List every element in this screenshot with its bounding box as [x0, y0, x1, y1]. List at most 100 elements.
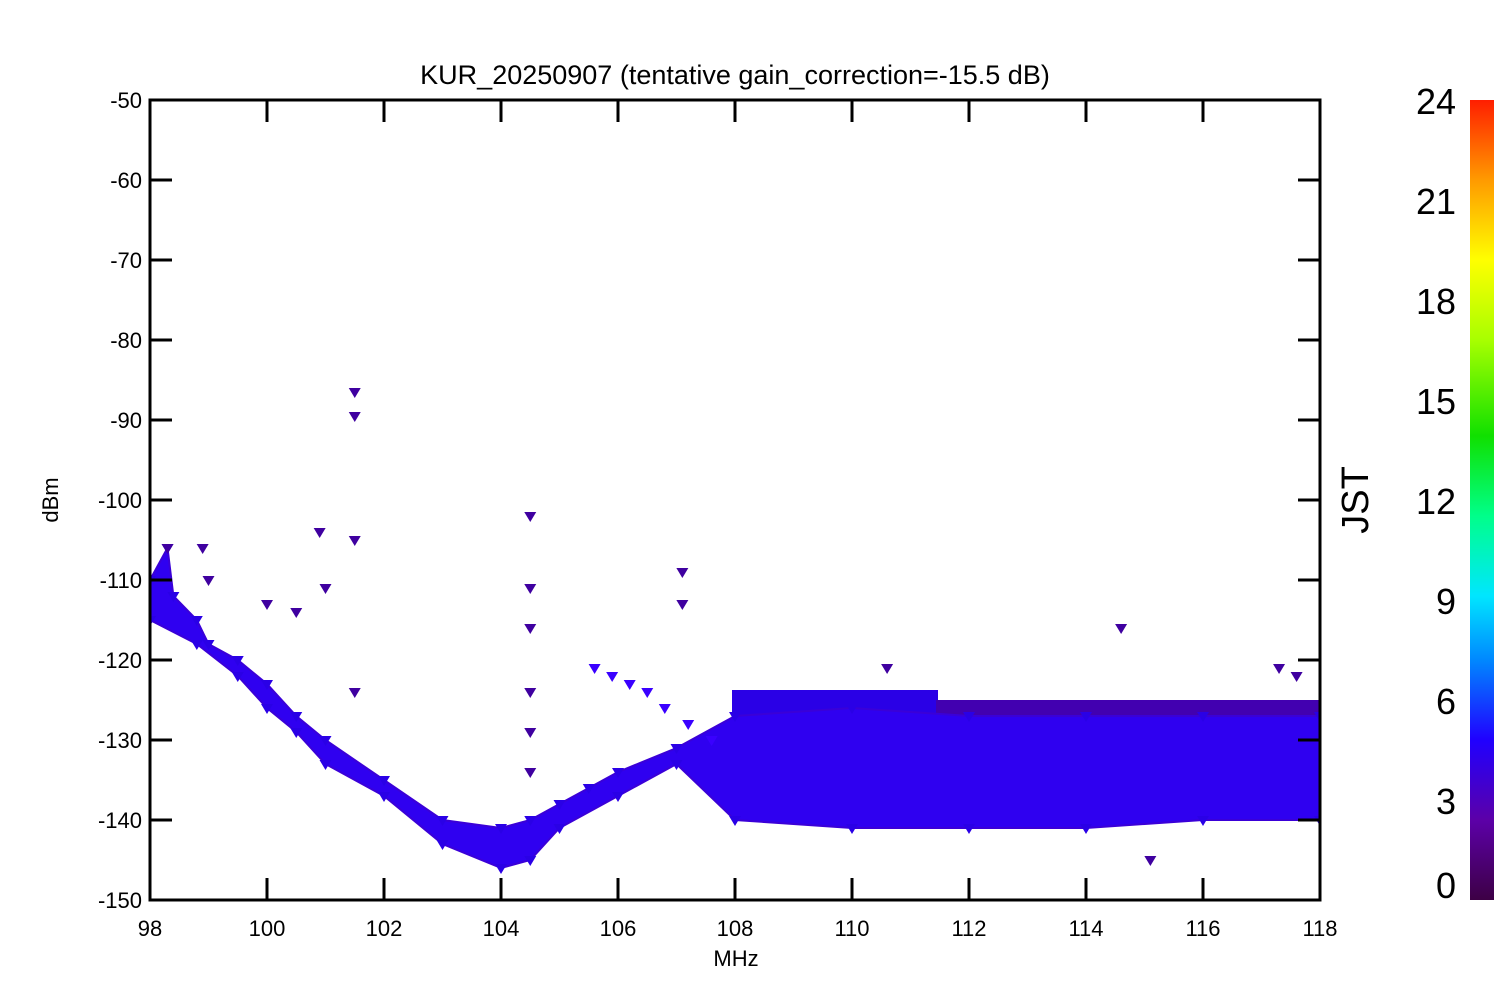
point-s3-5 — [682, 720, 695, 730]
y-tick-label-4: -90 — [110, 408, 142, 433]
x-axis-label: MHz — [713, 946, 758, 971]
point-s0-9 — [378, 776, 390, 786]
point-s0-15 — [612, 768, 624, 778]
point-s2-12 — [524, 584, 537, 594]
x-tick-label-0: 98 — [138, 916, 162, 941]
point-s0-17 — [729, 712, 741, 722]
chart-title: KUR_20250907 (tentative gain_correction=… — [420, 60, 1050, 90]
point-s0-12 — [524, 816, 537, 826]
x-tick-label-9: 116 — [1185, 916, 1220, 941]
point-s1-13 — [729, 816, 741, 826]
y-axis: -50 -60 -70 -80 -90 -100 -110 -120 -130 -140 -150 — [98, 88, 1320, 913]
point-s0-6 — [261, 680, 273, 690]
point-s0-13 — [553, 800, 566, 810]
point-s1-15 — [963, 824, 975, 834]
point-s0-8 — [319, 736, 332, 746]
point-s2-15 — [524, 728, 537, 738]
point-s1-12 — [670, 760, 683, 770]
point-s2-0 — [161, 544, 174, 554]
point-s0-21 — [1197, 712, 1209, 722]
point-s0-14 — [582, 784, 595, 794]
x-tick-label-5: 108 — [717, 916, 754, 941]
x-tick-label-2: 102 — [366, 916, 403, 941]
x-tick-label-1: 100 — [249, 916, 286, 941]
point-s0-2 — [167, 592, 180, 602]
scatter-points — [150, 388, 1320, 874]
point-s3-2 — [623, 680, 636, 690]
y-tick-label-3: -80 — [110, 328, 142, 353]
colorbar-tick-label-2: 6 — [1436, 681, 1456, 722]
point-s0-16 — [670, 744, 683, 754]
point-s2-14 — [524, 688, 537, 698]
point-s0-10 — [436, 816, 449, 826]
point-s1-16 — [1080, 824, 1092, 834]
x-tick-label-7: 112 — [951, 916, 986, 941]
colorbar — [1470, 100, 1494, 900]
colorbar-label: JST — [1335, 466, 1377, 534]
point-s3-6 — [705, 736, 718, 746]
y-tick-label-0: -50 — [110, 88, 142, 113]
point-s2-5 — [313, 528, 326, 538]
point-s1-2 — [231, 672, 244, 682]
y-tick-label-1: -60 — [110, 168, 142, 193]
y-tick-label-10: -150 — [98, 888, 142, 913]
point-s2-8 — [348, 412, 361, 422]
x-tick-label-10: 118 — [1302, 916, 1337, 941]
point-s1-9 — [524, 856, 537, 866]
colorbar-ticks: 0 3 6 9 12 15 18 21 24 — [1416, 81, 1456, 906]
x-tick-label-4: 106 — [600, 916, 637, 941]
x-tick-label-8: 114 — [1068, 916, 1103, 941]
point-s0-18 — [846, 704, 858, 714]
colorbar-tick-label-6: 18 — [1416, 281, 1456, 322]
point-s0-19 — [963, 712, 975, 722]
y-tick-label-9: -140 — [98, 808, 142, 833]
point-s0-4 — [202, 640, 215, 650]
point-s0-5 — [231, 656, 244, 666]
y-tick-label-8: -130 — [98, 728, 142, 753]
point-s3-3 — [641, 688, 654, 698]
point-s1-11 — [612, 792, 624, 802]
point-s1-3 — [261, 704, 273, 714]
point-s0-20 — [1080, 712, 1092, 722]
colorbar-tick-label-4: 12 — [1416, 481, 1456, 522]
point-s1-6 — [378, 792, 390, 802]
point-s1-17 — [1197, 816, 1209, 826]
point-s2-1 — [196, 544, 209, 554]
point-s0-11 — [495, 824, 507, 834]
point-s1-5 — [319, 760, 332, 770]
point-s2-4 — [290, 608, 303, 618]
point-s2-13 — [524, 624, 537, 634]
point-s2-9 — [348, 536, 361, 546]
point-s1-7 — [436, 840, 449, 850]
y-tick-label-5: -100 — [98, 488, 142, 513]
point-s2-6 — [319, 584, 332, 594]
point-s2-21 — [1144, 856, 1157, 866]
point-s2-17 — [676, 568, 689, 578]
point-s2-10 — [348, 688, 361, 698]
point-s1-1 — [190, 640, 203, 650]
point-s2-23 — [1290, 672, 1303, 682]
colorbar-tick-label-1: 3 — [1436, 781, 1456, 822]
y-tick-label-7: -120 — [98, 648, 142, 673]
point-s1-14 — [846, 824, 858, 834]
colorbar-tick-label-8: 24 — [1416, 81, 1456, 122]
y-tick-label-6: -110 — [100, 568, 142, 593]
point-s2-2 — [202, 576, 215, 586]
point-s2-11 — [524, 512, 537, 522]
colorbar-tick-label-5: 15 — [1416, 381, 1456, 422]
point-s2-3 — [261, 600, 273, 610]
point-s2-20 — [1115, 624, 1128, 634]
point-s2-19 — [881, 664, 894, 674]
x-axis: 98 100 102 104 106 108 110 112 114 116 118 — [138, 100, 1338, 941]
point-s2-18 — [676, 600, 689, 610]
point-s3-0 — [588, 664, 601, 674]
plot-area — [150, 388, 1320, 874]
y-tick-label-2: -70 — [110, 248, 142, 273]
point-s1-4 — [290, 728, 303, 738]
colorbar-tick-label-3: 9 — [1436, 581, 1456, 622]
point-s2-22 — [1273, 664, 1286, 674]
point-s2-16 — [524, 768, 537, 778]
x-tick-label-3: 104 — [483, 916, 520, 941]
point-s3-4 — [658, 704, 671, 714]
